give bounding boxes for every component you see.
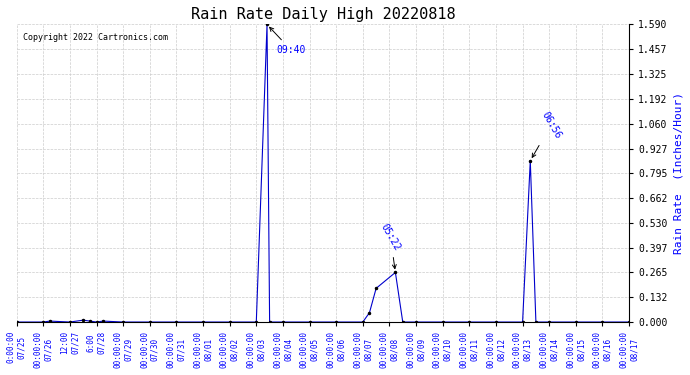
Text: 05:22: 05:22: [379, 222, 402, 268]
Text: Copyright 2022 Cartronics.com: Copyright 2022 Cartronics.com: [23, 33, 168, 42]
Y-axis label: Rain Rate  (Inches/Hour): Rain Rate (Inches/Hour): [673, 92, 683, 254]
Text: 06:56: 06:56: [532, 110, 562, 158]
Text: 09:40: 09:40: [270, 27, 305, 55]
Title: Rain Rate Daily High 20220818: Rain Rate Daily High 20220818: [190, 7, 455, 22]
